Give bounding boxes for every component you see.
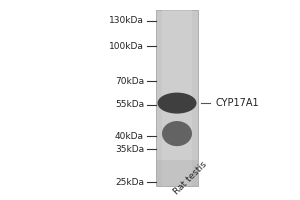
Text: 35kDa: 35kDa — [115, 145, 144, 154]
Ellipse shape — [162, 121, 192, 146]
Text: 55kDa: 55kDa — [115, 100, 144, 109]
Bar — [156, 10, 198, 186]
Text: 25kDa: 25kDa — [115, 178, 144, 187]
Text: 100kDa: 100kDa — [109, 42, 144, 51]
Bar — [156, 160, 198, 186]
Text: Rat testis: Rat testis — [172, 159, 209, 196]
Ellipse shape — [158, 93, 196, 114]
Text: CYP17A1: CYP17A1 — [216, 98, 260, 108]
Text: 70kDa: 70kDa — [115, 77, 144, 86]
Text: 130kDa: 130kDa — [109, 16, 144, 25]
Bar — [162, 10, 192, 186]
Text: 40kDa: 40kDa — [115, 132, 144, 141]
